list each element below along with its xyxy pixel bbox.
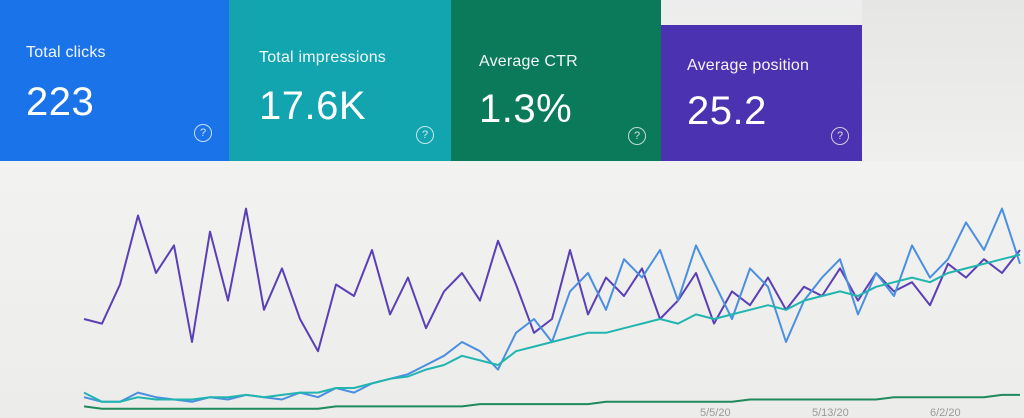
series-line-3 <box>83 393 1020 410</box>
help-icon[interactable]: ? <box>416 126 434 144</box>
help-icon[interactable]: ? <box>628 127 646 145</box>
metric-value: 25.2 <box>687 89 767 133</box>
card-area-background <box>862 0 1024 161</box>
metric-label: Average position <box>687 57 810 74</box>
series-line-2 <box>83 253 1021 403</box>
metric-cards: Total clicks 223 ? Total impressions 17.… <box>0 0 862 161</box>
metric-value: 17.6K <box>259 84 367 128</box>
x-tick-labels: 5/5/20 5/13/20 6/2/20 <box>700 407 961 418</box>
help-icon[interactable]: ? <box>831 127 849 145</box>
metric-card-total-clicks[interactable]: Total clicks 223 ? <box>0 0 229 161</box>
metric-card-total-impressions[interactable]: Total impressions 17.6K ? <box>229 0 451 161</box>
series-line-1 <box>83 207 1021 403</box>
metric-card-average-position[interactable]: Average position 25.2 ? <box>661 25 862 161</box>
metric-label: Total clicks <box>26 44 106 61</box>
x-tick-label: 6/2/20 <box>930 407 961 418</box>
series-layer <box>83 207 1021 410</box>
metric-value: 1.3% <box>479 87 573 131</box>
metric-label: Average CTR <box>479 53 578 70</box>
metric-value: 223 <box>26 80 95 124</box>
series-line-0 <box>83 207 1021 353</box>
x-tick-label: 5/13/20 <box>812 407 849 418</box>
x-tick-label: 5/5/20 <box>700 407 731 418</box>
metric-card-average-ctr[interactable]: Average CTR 1.3% ? <box>451 0 661 161</box>
help-icon[interactable]: ? <box>194 124 212 142</box>
performance-line-chart: 5/5/20 5/13/20 6/2/20 <box>83 207 1021 418</box>
metric-label: Total impressions <box>259 49 387 66</box>
